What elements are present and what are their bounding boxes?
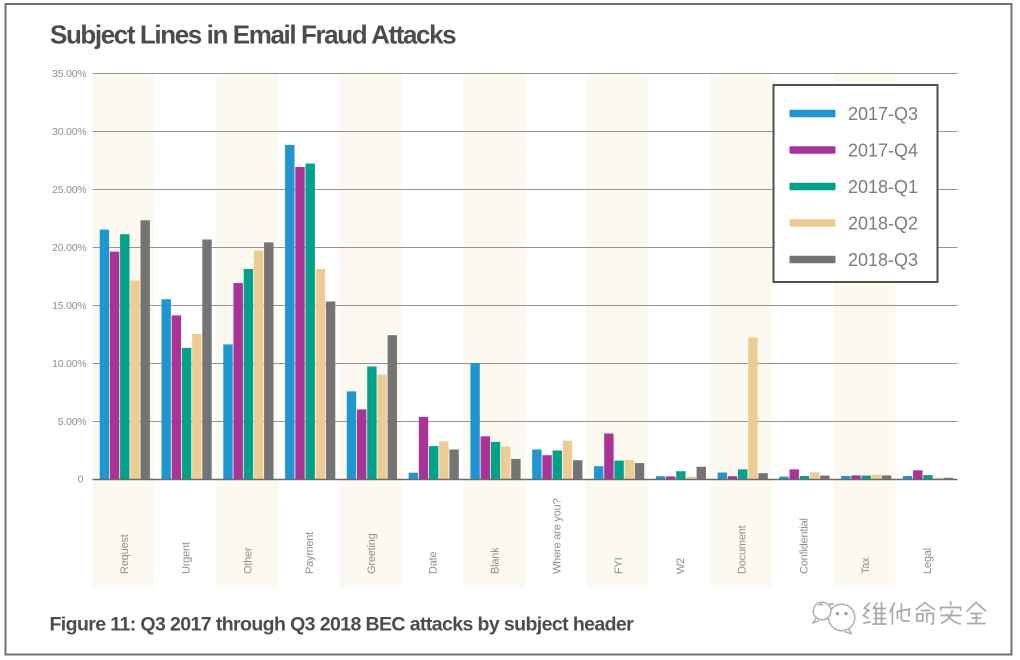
svg-text:10.00%: 10.00%	[52, 358, 86, 370]
svg-text:FYI: FYI	[613, 557, 625, 574]
svg-text:35.00%: 35.00%	[52, 68, 86, 80]
svg-text:5.00%: 5.00%	[58, 416, 87, 428]
svg-text:Other: Other	[242, 547, 254, 574]
svg-text:Urgent: Urgent	[181, 542, 193, 574]
svg-text:25.00%: 25.00%	[52, 184, 86, 196]
svg-text:30.00%: 30.00%	[52, 126, 86, 138]
svg-text:2018-Q2: 2018-Q2	[848, 214, 918, 234]
svg-text:20.00%: 20.00%	[52, 242, 86, 254]
svg-text:2018-Q1: 2018-Q1	[848, 177, 918, 197]
svg-text:2017-Q4: 2017-Q4	[848, 141, 918, 161]
svg-text:Request: Request	[119, 534, 131, 574]
svg-text:Date: Date	[428, 551, 440, 574]
svg-text:Legal: Legal	[922, 548, 934, 574]
svg-text:Where are you?: Where are you?	[551, 498, 563, 574]
svg-text:Blank: Blank	[490, 547, 502, 574]
svg-text:2017-Q3: 2017-Q3	[848, 104, 918, 124]
svg-text:15.00%: 15.00%	[52, 300, 86, 312]
svg-text:Subject Lines in Email Fraud A: Subject Lines in Email Fraud Attacks	[50, 20, 456, 50]
svg-text:Tax: Tax	[860, 557, 872, 574]
svg-text:Payment: Payment	[304, 532, 316, 574]
svg-text:W2: W2	[675, 558, 687, 574]
svg-text:Greeting: Greeting	[366, 533, 378, 574]
svg-text:2018-Q3: 2018-Q3	[848, 250, 918, 270]
svg-text:Figure 11: Q3 2017 through Q3: Figure 11: Q3 2017 through Q3 2018 BEC a…	[50, 614, 635, 636]
svg-text:Confidential: Confidential	[798, 518, 810, 574]
svg-text:Document: Document	[737, 525, 749, 574]
svg-text:0: 0	[78, 474, 84, 486]
